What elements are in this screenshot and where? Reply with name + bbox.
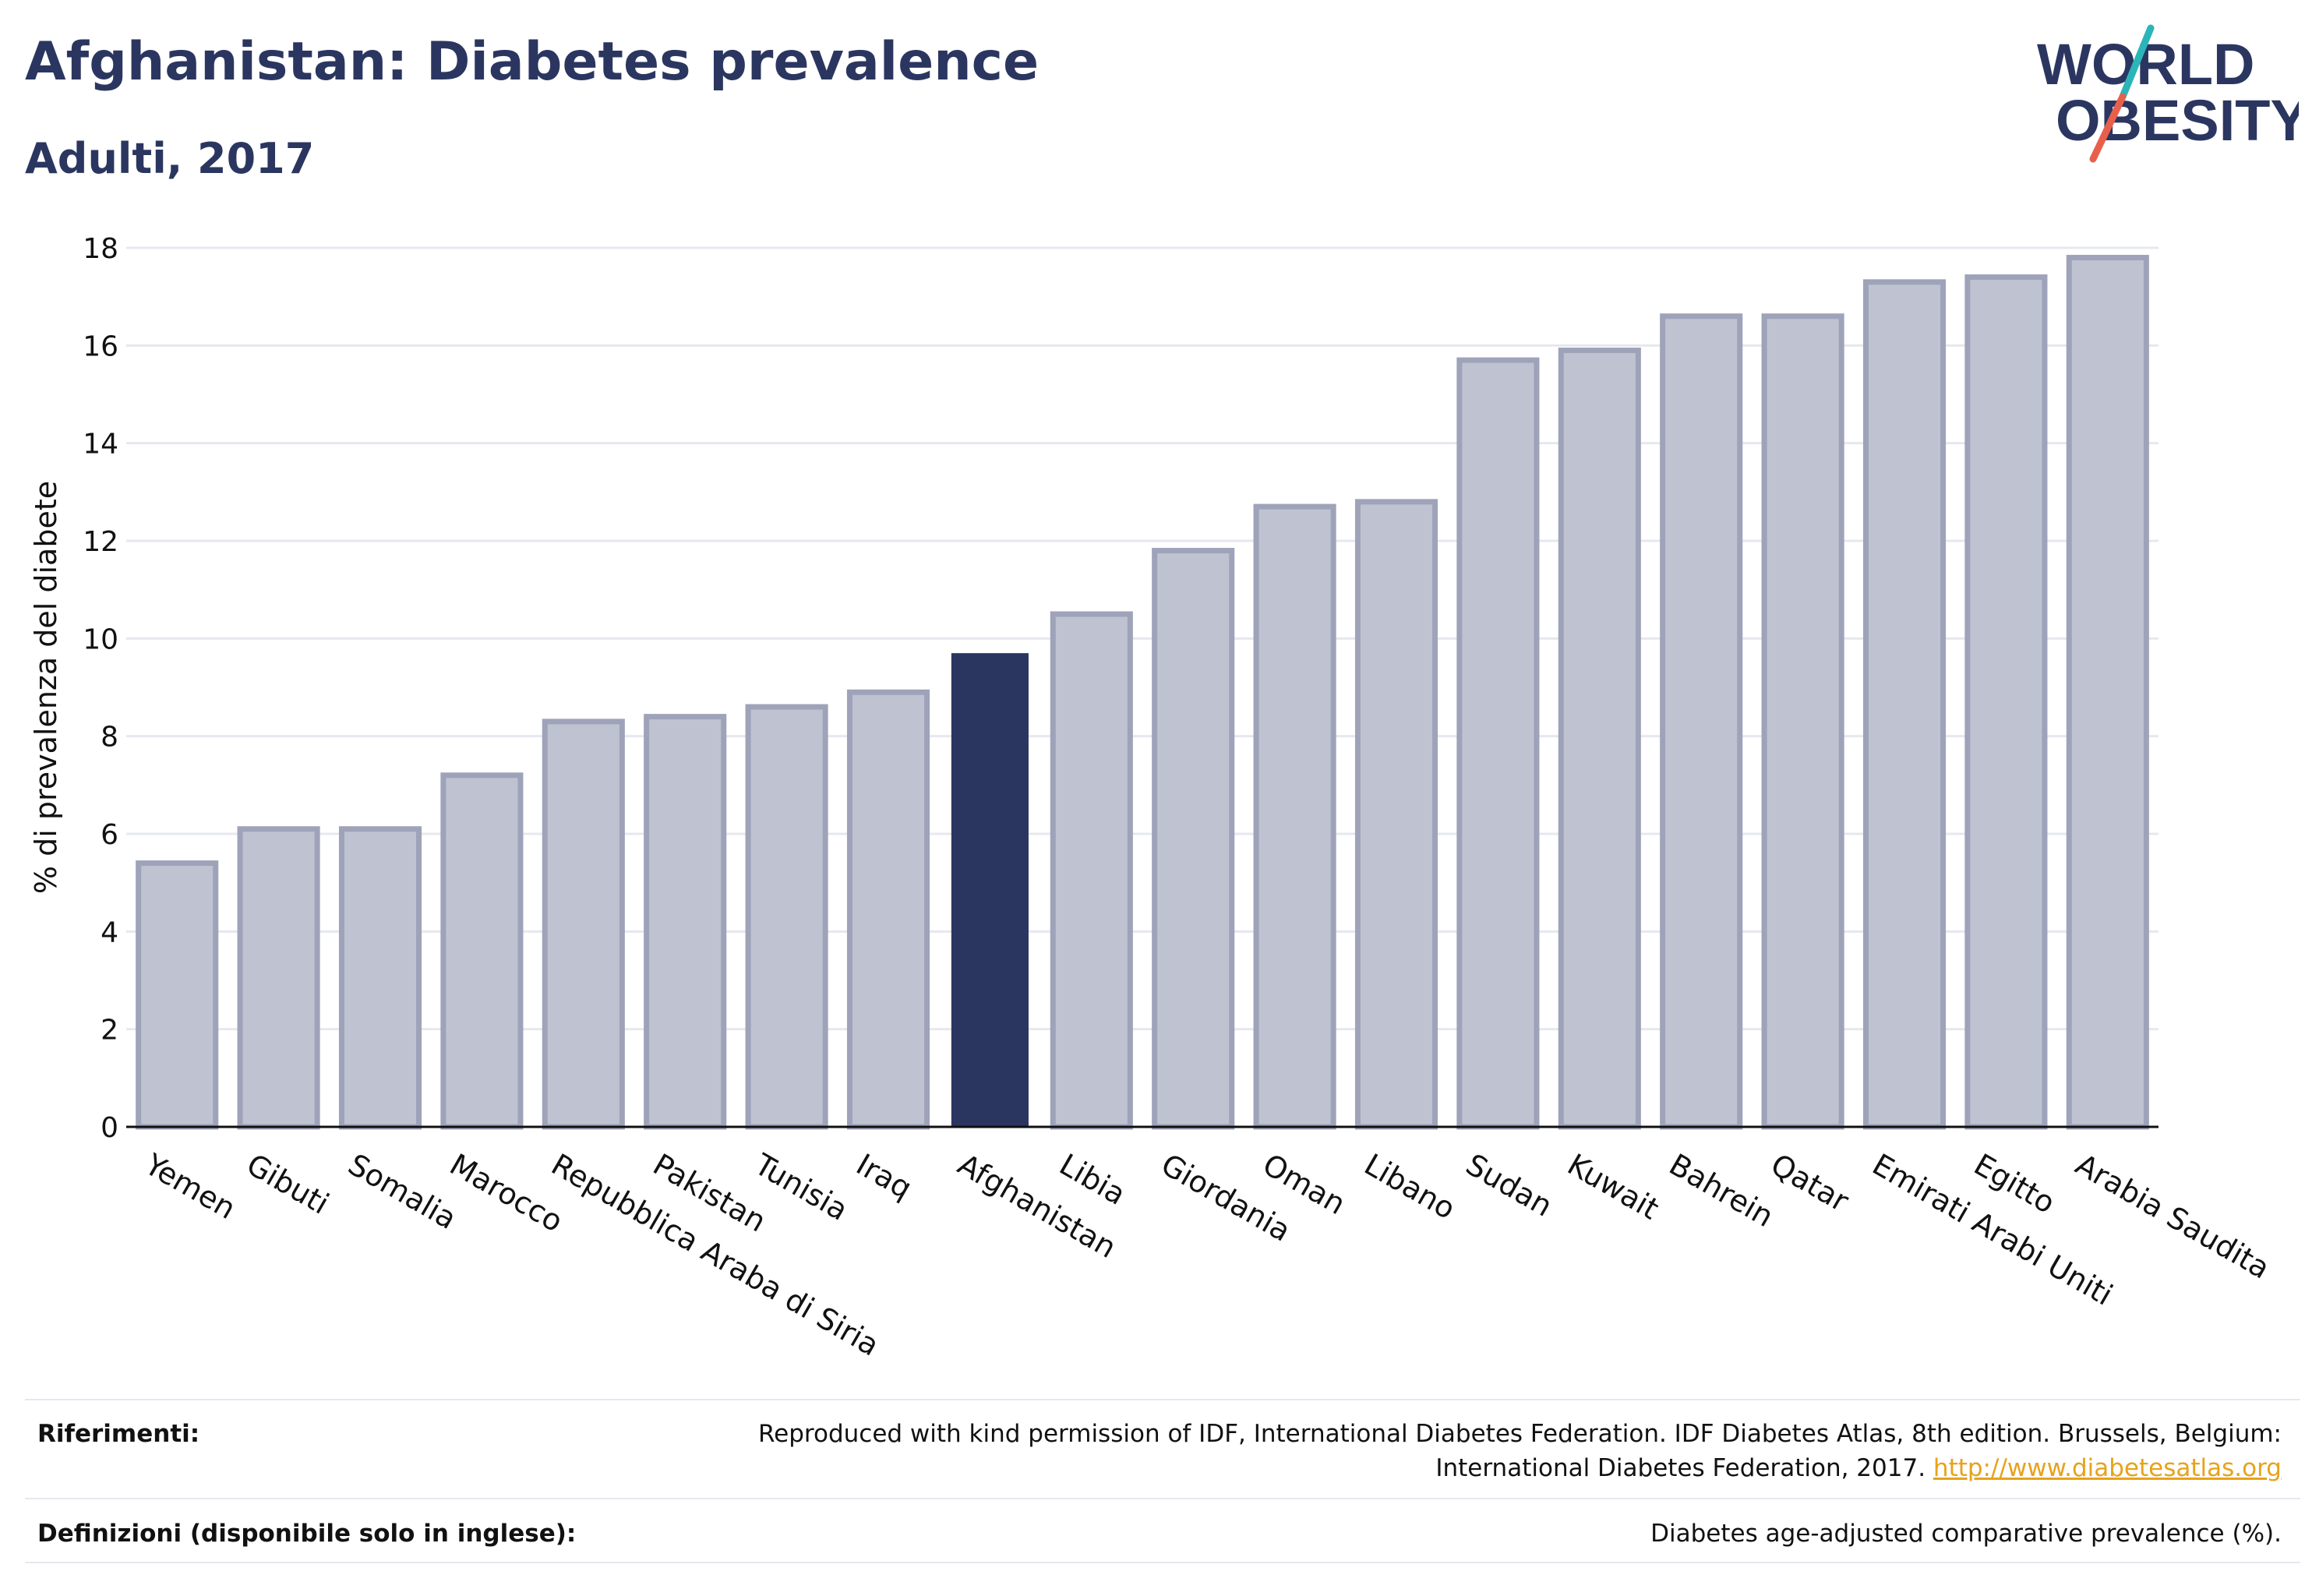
chart-title: Afghanistan: Diabetes prevalence [25,31,1040,93]
references-line-1: Reproduced with kind permission of IDF, … [758,1420,2282,1448]
y-axis-label: % di prevalenza del diabete [29,481,63,894]
chart-subtitle: Adulti, 2017 [25,134,315,183]
bar-oman[interactable] [1253,503,1336,1130]
definitions-text: Diabetes age-adjusted comparative preval… [1650,1520,2282,1548]
x-tick-label: Kuwait [1562,1147,1664,1227]
bar-libia[interactable] [1050,611,1133,1130]
y-tick-label: 18 [83,233,118,265]
bar-marocco[interactable] [440,772,524,1130]
bar-yemen[interactable] [136,860,219,1130]
y-tick-label: 4 [101,916,118,948]
footer-divider-top [25,1399,2300,1400]
logo-slash-bottom-icon [2089,93,2127,163]
logo-line-obesity: OBESITY [2056,88,2299,153]
y-tick-label: 6 [101,819,118,851]
bar-tunisia[interactable] [745,704,828,1130]
x-tick-label: Yemen [139,1146,242,1226]
x-tick-label: Somalia [343,1147,463,1236]
references-line-2-text: International Diabetes Federation, 2017. [1435,1454,1926,1482]
x-tick-label: Iraq [851,1147,918,1206]
y-tick-label: 14 [83,429,118,461]
bar-pakistan[interactable] [644,714,727,1130]
y-tick-label: 0 [101,1112,118,1144]
x-tick-label: Gibuti [241,1147,334,1221]
references-link[interactable]: http://www.diabetesatlas.org [1933,1454,2282,1482]
bar-giordania[interactable] [1152,548,1235,1130]
bar-emirati-arabi-uniti[interactable] [1862,279,1947,1130]
y-tick-label: 16 [83,330,118,362]
x-tick-label: Libano [1359,1147,1462,1226]
x-tick-label: Qatar [1765,1147,1855,1219]
y-tick-label: 8 [101,722,118,754]
references-text: Reproduced with kind permission of IDF, … [758,1417,2282,1485]
bar-repubblica-araba-di-siria[interactable] [542,719,625,1130]
bar-sudan[interactable] [1456,357,1540,1130]
grid-lines [126,246,2159,1031]
bar-bahrein[interactable] [1660,313,1743,1130]
y-tick-label: 12 [83,526,118,558]
logo-slash-top-icon [2119,24,2155,101]
x-tick-label: Sudan [1460,1147,1558,1223]
bar-chart: 0 2 4 6 8 10 12 14 16 18 Yemen Gibuti SomaliaMarocc… [29,233,2275,1356]
y-axis-ticks: 0 2 4 6 8 10 12 14 16 18 [83,233,118,1144]
bar-qatar[interactable] [1761,313,1844,1130]
bar-arabia-saudita[interactable] [2066,255,2149,1130]
bar-somalia[interactable] [338,826,422,1130]
bar-kuwait[interactable] [1558,348,1641,1130]
footer-divider-bottom [25,1562,2300,1563]
bars [136,255,2149,1130]
x-tick-label: Marocco [444,1147,569,1239]
bar-afghanistan[interactable] [951,653,1029,1127]
bar-egitto[interactable] [1964,274,2048,1130]
bar-libano[interactable] [1354,499,1438,1130]
x-tick-label: Arabia Saudita [2070,1147,2275,1286]
references-line-2: International Diabetes Federation, 2017.… [758,1451,2282,1485]
references-label: Riferimenti: [37,1420,200,1448]
definitions-label: Definizioni (disponibile solo in inglese… [37,1520,577,1548]
bar-iraq[interactable] [846,689,930,1130]
footer-divider-middle [25,1498,2300,1499]
x-tick-label: Bahrein [1664,1147,1780,1234]
y-tick-label: 2 [101,1015,118,1047]
world-obesity-logo[interactable]: WORLD OBESITY [2034,22,2299,166]
y-tick-label: 10 [83,623,118,655]
bar-gibuti[interactable] [237,826,320,1130]
